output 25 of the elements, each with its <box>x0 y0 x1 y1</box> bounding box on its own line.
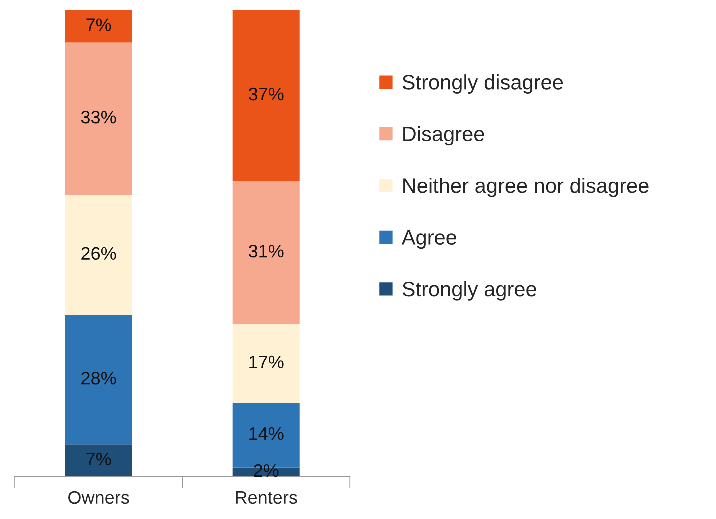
data-label: 14% <box>250 428 284 440</box>
bar <box>232 10 300 182</box>
data-label: 7% <box>86 452 112 466</box>
data-label: 2% <box>254 464 279 478</box>
bar <box>65 42 132 196</box>
legend-label: Strongly agree <box>402 281 536 301</box>
legend-label: Neither agree nor disagree <box>404 178 649 198</box>
bar <box>65 315 132 445</box>
legend-label: Disagree <box>404 126 484 146</box>
data-label: 33% <box>81 111 116 124</box>
data-label: 26% <box>82 247 116 260</box>
legend-label: Agree <box>402 230 457 250</box>
data-label: 28% <box>82 372 116 385</box>
data-label: 37% <box>248 88 284 101</box>
bar <box>232 181 300 325</box>
data-label: 7% <box>86 18 112 32</box>
data-label: 17% <box>250 356 284 369</box>
bar <box>232 324 300 404</box>
data-label: 31% <box>248 244 284 258</box>
legend-label: Strongly disagree <box>402 74 564 94</box>
x-tick-label: Owners <box>68 491 130 504</box>
x-tick-label: Renters <box>236 492 298 504</box>
bar <box>65 444 132 477</box>
bar <box>65 195 132 316</box>
bar <box>65 10 132 43</box>
